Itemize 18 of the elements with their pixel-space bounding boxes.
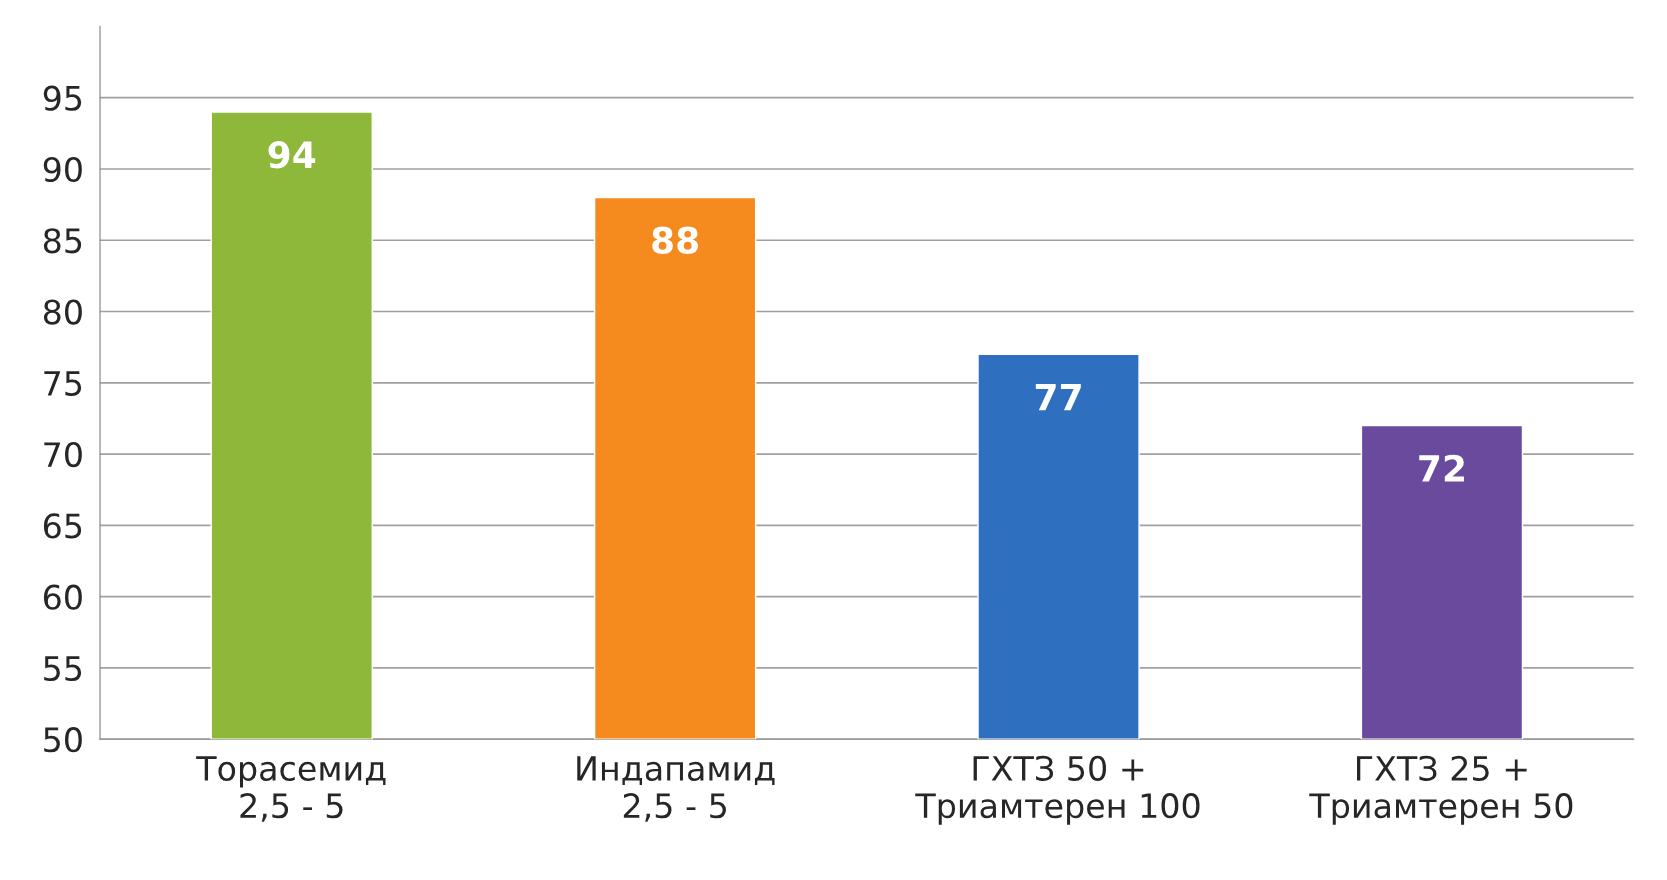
x-tick-label: ГХТЗ 50 + Триамтерен 100: [915, 755, 1200, 825]
data-label: 94: [268, 141, 316, 169]
y-tick-label: 80: [43, 299, 82, 325]
y-tick-label: 70: [44, 442, 82, 468]
data-label: 77: [1035, 383, 1081, 411]
x-tick-label: Индапамид 2,5 - 5: [577, 756, 775, 822]
y-tick-label: 50: [44, 727, 82, 753]
data-label: 72: [1419, 454, 1464, 482]
y-tick-label: 90: [43, 156, 82, 183]
x-tick-label: ГХТЗ 25 + Триамтерен 50: [1309, 755, 1573, 825]
y-tick-label: 75: [44, 371, 82, 396]
y-tick-label: 60: [43, 584, 82, 610]
x-tick-label: Торасемид 2,5 - 5: [196, 756, 386, 822]
y-tick-label: 95: [43, 85, 82, 111]
y-tick-label: 85: [43, 228, 82, 254]
data-label: 88: [652, 226, 699, 254]
y-tick-label: 65: [43, 513, 82, 539]
y-tick-label: 55: [44, 656, 82, 682]
